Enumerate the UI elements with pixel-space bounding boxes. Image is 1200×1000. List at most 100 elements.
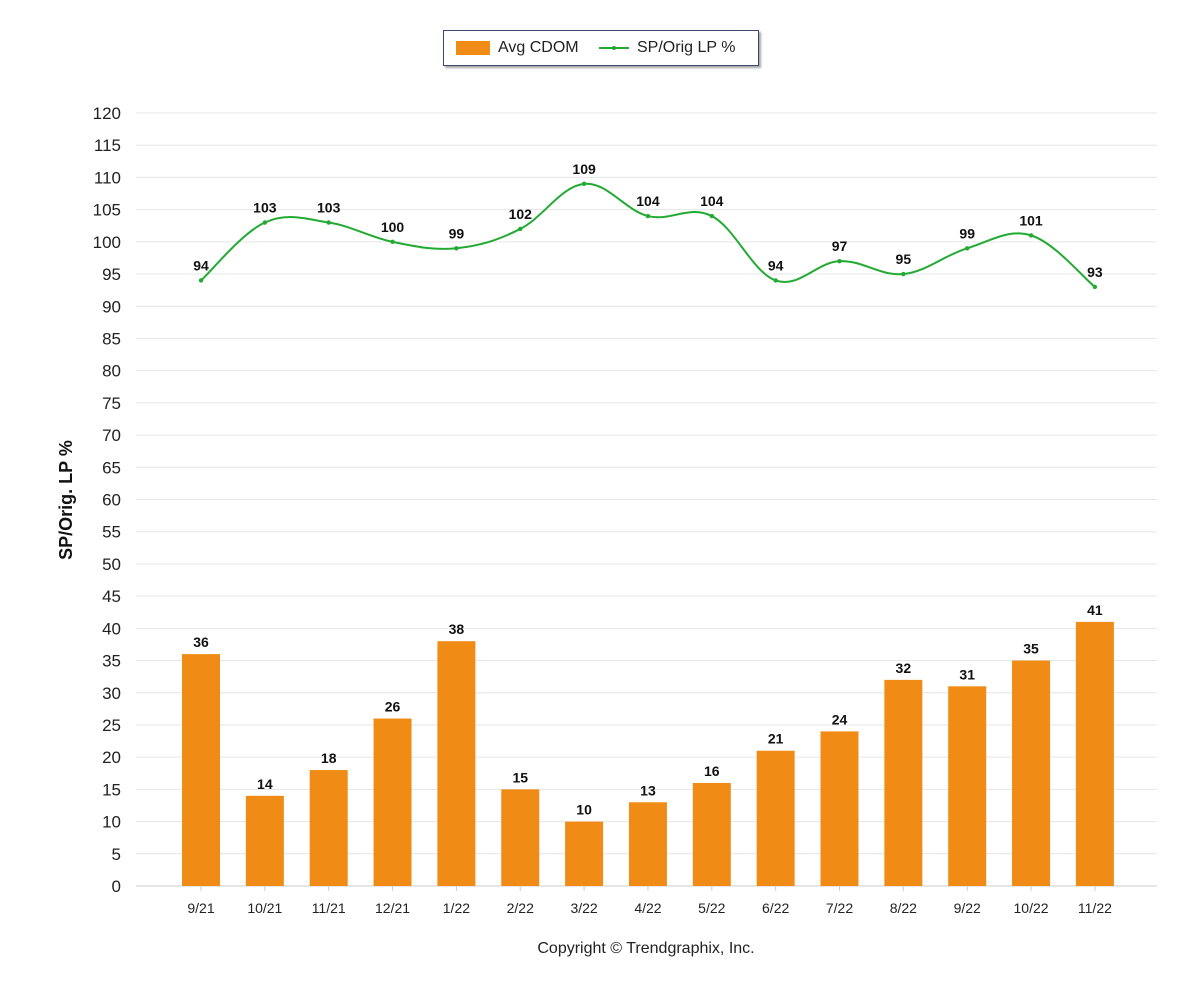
line-point <box>390 239 395 245</box>
x-tick-label: 9/21 <box>187 900 214 916</box>
y-tick-label: 35 <box>102 652 121 671</box>
bar <box>245 795 284 886</box>
bar-value-label: 13 <box>640 782 656 798</box>
copyright-text: Copyright © Trendgraphix, Inc. <box>537 940 755 957</box>
grid-lines <box>136 112 1157 887</box>
x-axis-ticks: 9/21 10/21 11/21 12/21 1/22 2/22 3/22 4/22 5/22 6… <box>187 886 1112 916</box>
bar-value-label: 14 <box>257 776 273 792</box>
y-tick-label: 5 <box>112 845 121 864</box>
bar <box>692 782 731 886</box>
x-tick-label: 7/22 <box>826 900 853 916</box>
y-tick-label: 70 <box>102 426 121 445</box>
bar <box>373 718 412 886</box>
bar <box>884 679 923 886</box>
y-tick-label: 65 <box>102 458 121 477</box>
line-value-label: 103 <box>317 200 341 216</box>
line-value-label: 95 <box>896 251 912 267</box>
y-tick-label: 110 <box>94 168 121 187</box>
x-tick-label: 8/22 <box>890 900 917 916</box>
bar-value-label: 32 <box>896 660 912 676</box>
bar-value-label: 16 <box>704 763 720 779</box>
y-tick-label: 85 <box>102 329 121 348</box>
y-tick-label: 15 <box>102 780 121 799</box>
bar-value-label: 18 <box>321 750 337 766</box>
x-tick-label: 3/22 <box>570 900 597 916</box>
bar <box>820 731 859 886</box>
bar <box>628 802 667 886</box>
x-tick-label: 6/22 <box>762 900 789 916</box>
bar <box>565 821 604 886</box>
bar-series <box>182 621 1114 886</box>
y-tick-label: 55 <box>102 523 121 542</box>
line-point <box>262 220 268 225</box>
y-tick-label: 115 <box>94 136 121 155</box>
bar <box>1075 621 1114 886</box>
line-point <box>1092 284 1098 290</box>
legend-line-swatch <box>599 46 629 50</box>
y-axis-ticks: 0 5 10 15 20 25 30 35 40 45 50 55 60 65 70 75 80 85 90 95 10… <box>93 104 121 896</box>
line-point <box>773 278 778 283</box>
bar-value-label: 24 <box>832 711 848 727</box>
line-point <box>965 246 970 251</box>
line-point <box>645 213 651 219</box>
bar <box>182 654 220 886</box>
x-tick-label: 10/22 <box>1014 900 1049 916</box>
line-value-label: 104 <box>636 193 660 209</box>
line-value-label: 103 <box>253 200 277 216</box>
line-series <box>198 181 1098 290</box>
y-tick-label: 40 <box>102 619 121 638</box>
x-tick-label: 9/22 <box>954 900 981 916</box>
bar <box>1012 660 1051 886</box>
bar-value-label: 10 <box>576 802 592 818</box>
bar-value-label: 21 <box>768 731 784 747</box>
line-value-label: 100 <box>381 219 405 235</box>
x-tick-label: 10/21 <box>247 900 282 916</box>
line-point <box>837 258 842 264</box>
y-tick-label: 90 <box>102 297 121 316</box>
y-tick-label: 50 <box>102 555 121 574</box>
y-tick-label: 105 <box>93 201 121 220</box>
y-tick-label: 100 <box>93 233 121 252</box>
bar-value-label: 36 <box>193 634 209 650</box>
line-value-label: 97 <box>832 238 848 254</box>
line-point <box>198 278 204 283</box>
x-tick-label: 1/22 <box>443 900 470 916</box>
legend-line-label: SP/Orig LP % <box>637 39 736 56</box>
line-point <box>709 213 714 219</box>
y-tick-label: 95 <box>102 265 121 284</box>
legend-bar-label: Avg CDOM <box>498 39 579 56</box>
line-value-label: 94 <box>193 257 209 273</box>
line-value-label: 99 <box>959 225 975 241</box>
y-axis-label: SP/Orig. LP % <box>56 440 76 560</box>
y-tick-label: 20 <box>102 748 121 767</box>
legend-item-bar[interactable]: Avg CDOM <box>456 31 579 65</box>
bar <box>948 686 987 886</box>
y-tick-label: 60 <box>102 491 121 510</box>
line-value-label: 104 <box>700 193 724 209</box>
line-value-label: 101 <box>1019 212 1043 228</box>
x-tick-label: 11/21 <box>312 900 346 916</box>
bar <box>309 770 348 886</box>
line-value-label: 109 <box>572 161 596 177</box>
x-tick-label: 11/22 <box>1078 900 1112 916</box>
bar <box>437 641 476 886</box>
line-point <box>518 226 523 232</box>
y-tick-label: 0 <box>112 877 121 896</box>
y-tick-label: 25 <box>102 716 121 735</box>
y-tick-label: 30 <box>102 684 121 703</box>
bar-value-label: 15 <box>512 769 528 785</box>
line-value-label: 93 <box>1087 264 1103 280</box>
x-tick-label: 4/22 <box>634 900 661 916</box>
bar-value-label: 31 <box>959 666 975 682</box>
y-tick-label: 45 <box>102 587 121 606</box>
x-tick-label: 5/22 <box>698 900 725 916</box>
bar-value-label: 35 <box>1023 641 1039 657</box>
y-tick-label: 75 <box>102 394 121 413</box>
line-point <box>326 220 331 225</box>
x-tick-label: 2/22 <box>507 900 534 916</box>
line-point <box>581 181 587 187</box>
legend-item-line[interactable]: SP/Orig LP % <box>599 31 735 65</box>
legend-bar-swatch <box>456 41 490 55</box>
y-tick-label: 80 <box>102 362 121 381</box>
